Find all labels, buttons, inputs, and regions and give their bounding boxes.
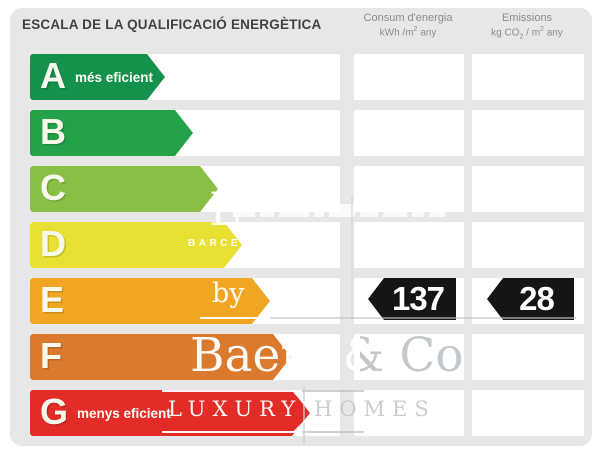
scale-row: G menys eficient — [0, 390, 600, 436]
column-header-consum: Consum d'energia kWh /m2 any — [350, 12, 466, 40]
emissions-cell — [472, 54, 584, 100]
scale-row: C — [0, 166, 600, 212]
emissions-cell — [472, 334, 584, 380]
grade-arrow: G menys eficient — [30, 390, 310, 436]
page-title: ESCALA DE LA QUALIFICACIÓ ENERGÈTICA — [22, 17, 322, 32]
emissions-header-unit: kg CO2 / m2 any — [491, 25, 563, 41]
grade-arrow: D — [30, 222, 242, 268]
consum-cell — [354, 390, 464, 436]
grade-letter: A — [40, 55, 66, 96]
grade-arrow: B — [30, 110, 193, 156]
grade-letter: B — [40, 111, 66, 152]
consum-value: 137 — [391, 280, 445, 317]
grade-letter: F — [40, 335, 62, 376]
grade-note: menys eficient — [77, 406, 171, 421]
consum-cell — [354, 110, 464, 156]
scale-row: D — [0, 222, 600, 268]
grade-arrow: A més eficient — [30, 54, 165, 100]
grade-letter: D — [40, 223, 66, 264]
grade-note: més eficient — [75, 70, 154, 85]
emissions-cell — [472, 390, 584, 436]
scale-row: F — [0, 334, 600, 380]
grade-letter: G — [40, 391, 69, 432]
emissions-cell — [472, 166, 584, 212]
column-header-emissions: Emissions kg CO2 / m2 any — [466, 12, 588, 42]
grade-letter: C — [40, 167, 66, 208]
emissions-cell — [472, 222, 584, 268]
grade-letter: E — [40, 279, 65, 320]
consum-header-unit: kWh /m2 any — [379, 25, 437, 39]
grade-arrow: E — [30, 278, 270, 324]
consum-header-label: Consum d'energia — [363, 12, 453, 24]
scale-row: B — [0, 110, 600, 156]
consum-cell — [354, 54, 464, 100]
grade-arrow: F — [30, 334, 291, 380]
emissions-header-label: Emissions — [501, 12, 553, 24]
emissions-value-tag: 28 — [487, 278, 574, 320]
emissions-value: 28 — [519, 280, 555, 317]
scale-row: A més eficient — [0, 54, 600, 100]
grade-arrow: C — [30, 166, 218, 212]
consum-cell — [354, 334, 464, 380]
emissions-cell — [472, 110, 584, 156]
consum-value-tag: 137 — [368, 278, 456, 320]
consum-cell — [354, 166, 464, 212]
consum-cell — [354, 222, 464, 268]
